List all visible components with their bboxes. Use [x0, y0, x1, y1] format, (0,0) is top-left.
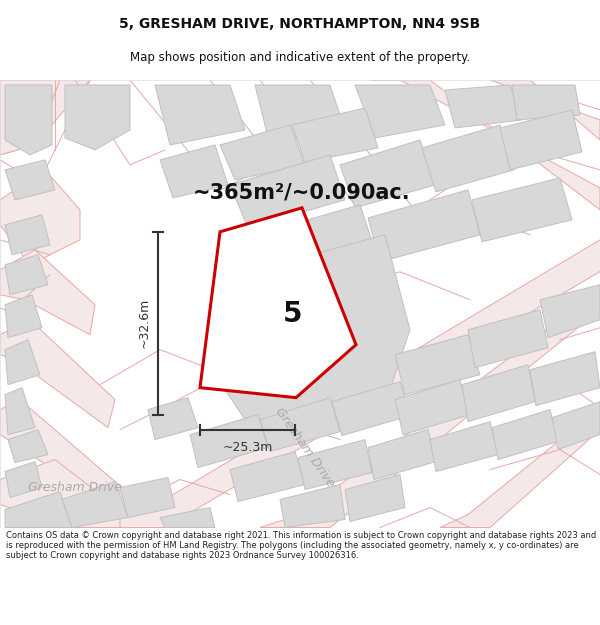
- Polygon shape: [462, 364, 535, 422]
- Text: Map shows position and indicative extent of the property.: Map shows position and indicative extent…: [130, 51, 470, 64]
- Polygon shape: [5, 160, 55, 200]
- Polygon shape: [65, 85, 130, 150]
- Polygon shape: [85, 240, 600, 528]
- Polygon shape: [148, 398, 198, 439]
- Polygon shape: [368, 190, 480, 262]
- Polygon shape: [5, 295, 42, 338]
- Text: ~25.3m: ~25.3m: [223, 441, 272, 454]
- Text: Gresham Drive: Gresham Drive: [273, 406, 337, 490]
- Text: ~365m²/~0.090ac.: ~365m²/~0.090ac.: [193, 183, 410, 203]
- Polygon shape: [540, 285, 600, 338]
- Polygon shape: [0, 459, 120, 528]
- Polygon shape: [5, 340, 40, 384]
- Polygon shape: [155, 85, 245, 145]
- Polygon shape: [160, 145, 228, 198]
- Polygon shape: [0, 399, 130, 509]
- Polygon shape: [395, 335, 480, 394]
- Polygon shape: [220, 125, 305, 180]
- Polygon shape: [0, 170, 80, 265]
- Polygon shape: [0, 320, 115, 428]
- Polygon shape: [370, 80, 600, 210]
- Polygon shape: [5, 491, 72, 528]
- Polygon shape: [255, 205, 375, 280]
- Polygon shape: [160, 508, 215, 528]
- Polygon shape: [430, 422, 498, 471]
- Polygon shape: [190, 414, 268, 468]
- Polygon shape: [490, 80, 600, 140]
- Polygon shape: [445, 85, 522, 128]
- Polygon shape: [5, 388, 35, 434]
- Polygon shape: [552, 402, 600, 449]
- Polygon shape: [355, 85, 445, 138]
- Polygon shape: [5, 215, 50, 255]
- Polygon shape: [230, 155, 345, 228]
- Polygon shape: [215, 235, 410, 434]
- Polygon shape: [472, 178, 572, 242]
- Text: ~32.6m: ~32.6m: [137, 298, 151, 348]
- Polygon shape: [292, 108, 378, 162]
- Polygon shape: [332, 382, 410, 436]
- Polygon shape: [492, 409, 558, 459]
- Polygon shape: [440, 408, 600, 528]
- Polygon shape: [230, 452, 305, 501]
- Polygon shape: [5, 85, 52, 155]
- Polygon shape: [468, 310, 548, 368]
- Text: Contains OS data © Crown copyright and database right 2021. This information is : Contains OS data © Crown copyright and d…: [6, 531, 596, 561]
- Polygon shape: [368, 429, 436, 479]
- Polygon shape: [120, 478, 175, 518]
- Polygon shape: [200, 208, 356, 398]
- Polygon shape: [0, 80, 90, 155]
- Polygon shape: [298, 439, 372, 489]
- Polygon shape: [5, 462, 42, 498]
- Polygon shape: [5, 255, 48, 295]
- Polygon shape: [0, 250, 95, 335]
- Text: Gresham Drive: Gresham Drive: [28, 481, 122, 494]
- Text: 5, GRESHAM DRIVE, NORTHAMPTON, NN4 9SB: 5, GRESHAM DRIVE, NORTHAMPTON, NN4 9SB: [119, 17, 481, 31]
- Polygon shape: [345, 474, 405, 521]
- Polygon shape: [530, 352, 600, 406]
- Polygon shape: [500, 110, 582, 170]
- Polygon shape: [280, 484, 345, 528]
- Polygon shape: [0, 80, 60, 155]
- Polygon shape: [340, 140, 435, 208]
- Polygon shape: [8, 429, 48, 462]
- Polygon shape: [62, 481, 128, 528]
- Polygon shape: [255, 85, 345, 145]
- Polygon shape: [260, 290, 600, 528]
- Polygon shape: [422, 125, 514, 192]
- Polygon shape: [260, 398, 340, 452]
- Text: 5: 5: [283, 300, 302, 328]
- Polygon shape: [395, 379, 470, 434]
- Polygon shape: [512, 85, 580, 120]
